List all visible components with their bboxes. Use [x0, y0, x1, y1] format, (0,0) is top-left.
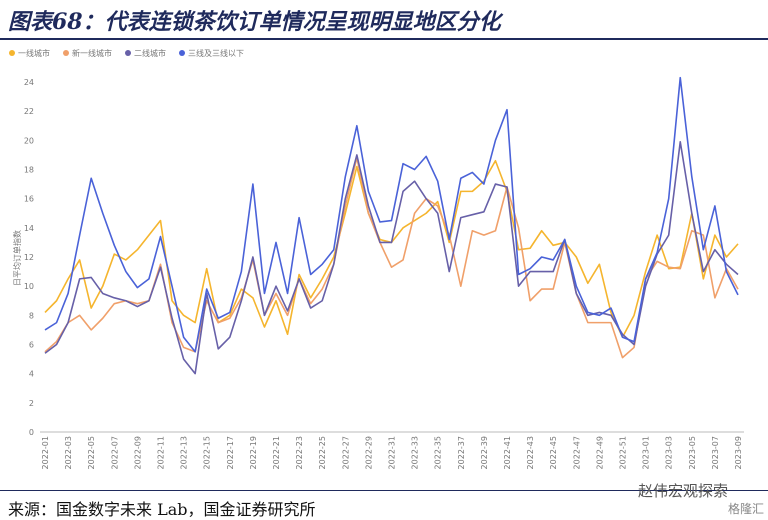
- y-tick-label: 24: [24, 78, 34, 87]
- legend-marker: [9, 50, 15, 56]
- x-tick-label: 2022-11: [157, 436, 166, 469]
- y-axis-title: 日平均订单指数: [12, 230, 22, 286]
- y-tick-label: 0: [29, 428, 34, 437]
- series-line: [44, 76, 739, 353]
- series-line: [44, 157, 739, 359]
- rule: [0, 490, 768, 491]
- x-tick-label: 2022-49: [595, 436, 604, 469]
- x-tick-label: 2022-41: [503, 436, 512, 469]
- x-tick-label: 2022-13: [180, 436, 189, 469]
- y-tick-label: 18: [24, 166, 34, 175]
- x-tick-label: 2022-23: [295, 436, 304, 469]
- title: 图表68：代表连锁茶饮订单情况呈现明显地区分化: [8, 9, 501, 35]
- legend-label: 一线城市: [18, 48, 50, 58]
- x-tick-label: 2022-51: [619, 436, 628, 469]
- x-tick-label: 2022-15: [203, 436, 212, 469]
- series-line: [44, 140, 739, 375]
- series-line: [44, 159, 739, 339]
- y-tick-label: 14: [24, 224, 34, 233]
- x-tick-label: 2022-17: [226, 436, 235, 469]
- x-tick-label: 2022-45: [549, 436, 558, 469]
- y-tick-label: 12: [24, 253, 34, 262]
- x-tick-label: 2022-05: [87, 436, 96, 469]
- legend-label: 新一线城市: [72, 48, 112, 58]
- source: 来源：国金数字未来 Lab，国金证券研究所: [8, 500, 316, 519]
- x-tick-label: 2023-07: [711, 436, 720, 469]
- x-tick-label: 2022-07: [110, 436, 119, 469]
- y-tick-label: 8: [29, 311, 34, 320]
- legend-marker: [63, 50, 69, 56]
- x-tick-label: 2023-01: [642, 436, 651, 469]
- x-tick-label: 2022-39: [480, 436, 489, 469]
- y-tick-label: 4: [29, 370, 34, 379]
- x-tick-label: 2022-37: [457, 436, 466, 469]
- x-tick-label: 2022-33: [411, 436, 420, 469]
- y-tick-label: 6: [29, 341, 34, 350]
- logo: 格隆汇: [727, 502, 764, 516]
- x-tick-label: 2022-27: [341, 436, 350, 469]
- rule: [0, 38, 768, 40]
- x-tick-label: 2023-03: [665, 436, 674, 469]
- y-tick-label: 22: [24, 107, 34, 116]
- legend-marker: [125, 50, 131, 56]
- x-tick-label: 2022-47: [572, 436, 581, 469]
- legend-label: 三线及三线以下: [188, 48, 244, 58]
- x-tick-label: 2022-01: [41, 436, 50, 469]
- legend-marker: [179, 50, 185, 56]
- x-tick-label: 2022-09: [133, 436, 142, 469]
- y-tick-label: 2: [29, 399, 34, 408]
- watermark: 赵伟宏观探索: [637, 482, 728, 500]
- x-tick-label: 2022-35: [434, 436, 443, 469]
- x-tick-label: 2022-31: [388, 436, 397, 469]
- x-tick-label: 2022-43: [526, 436, 535, 469]
- x-tick-label: 2022-03: [64, 436, 73, 469]
- y-tick-label: 10: [24, 282, 34, 291]
- y-tick-label: 16: [24, 195, 34, 204]
- x-tick-label: 2022-19: [249, 436, 258, 469]
- x-tick-label: 2022-29: [364, 436, 373, 469]
- y-tick-label: 20: [24, 136, 34, 145]
- x-tick-label: 2023-05: [688, 436, 697, 469]
- x-tick-label: 2023-09: [734, 436, 743, 469]
- x-tick-label: 2022-21: [272, 436, 281, 469]
- x-tick-label: 2022-25: [318, 436, 327, 469]
- legend-label: 二线城市: [134, 48, 166, 58]
